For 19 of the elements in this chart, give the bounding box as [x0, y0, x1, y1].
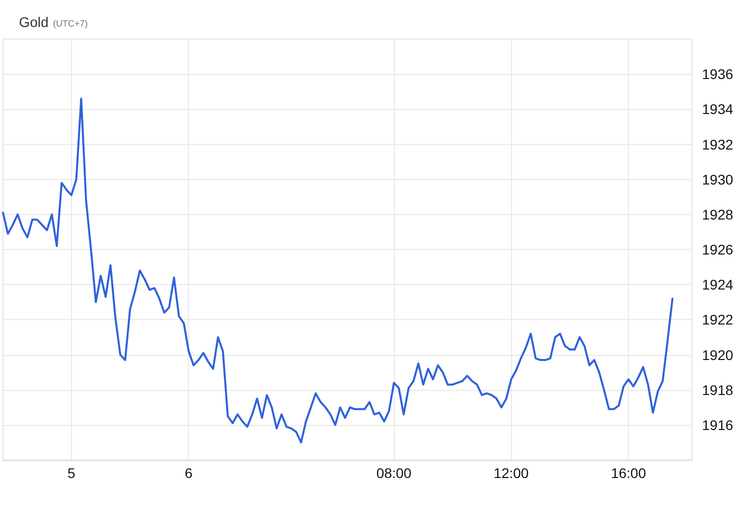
chart-title: Gold: [19, 14, 49, 30]
chart-subtitle: (UTC+7): [53, 18, 88, 28]
y-tick-label: 1918: [702, 382, 734, 398]
x-tick-label: 08:00: [376, 465, 412, 481]
y-tick-label: 1936: [702, 66, 734, 82]
x-tick-label: 16:00: [610, 465, 646, 481]
y-tick-label: 1924: [702, 276, 734, 293]
y-tick-label: 1928: [702, 206, 734, 222]
x-tick-label: 12:00: [494, 465, 529, 481]
y-tick-label: 1922: [702, 312, 734, 328]
y-tick-label: 1932: [702, 136, 734, 152]
y-tick-label: 1926: [702, 242, 734, 258]
x-tick-label: 5: [68, 465, 76, 481]
y-tick-label: 1930: [702, 171, 734, 188]
y-tick-label: 1920: [702, 346, 734, 363]
line-series: [2, 98, 674, 444]
y-tick-label: 1916: [702, 416, 734, 433]
y-tick-label: 1934: [702, 101, 734, 118]
x-tick-label: 6: [184, 465, 193, 481]
